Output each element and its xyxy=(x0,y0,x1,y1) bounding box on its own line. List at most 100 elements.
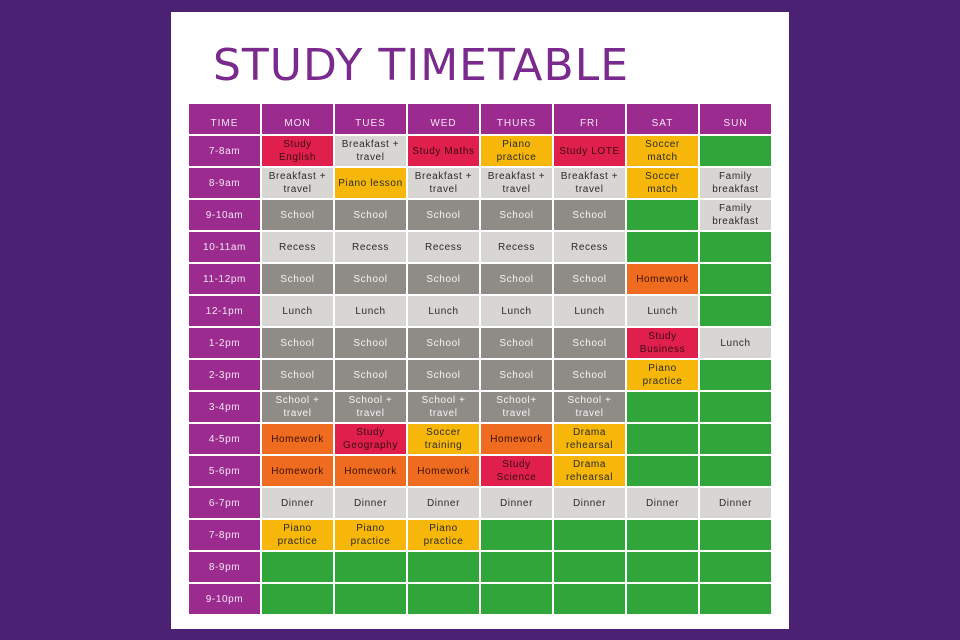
timetable-cell: School xyxy=(262,328,333,358)
timetable-cell: Drama rehearsal xyxy=(554,424,625,454)
time-slot: 8-9pm xyxy=(189,552,260,582)
timetable-cell: Homework xyxy=(408,456,479,486)
timetable-cell: Piano practice xyxy=(262,520,333,550)
timetable-cell: School + travel xyxy=(408,392,479,422)
timetable-cell xyxy=(627,392,698,422)
timetable-cell: Homework xyxy=(481,424,552,454)
timetable-cell: School + travel xyxy=(262,392,333,422)
timetable-cell: School xyxy=(408,360,479,390)
timetable-cell: Recess xyxy=(335,232,406,262)
timetable-cell: Study Business xyxy=(627,328,698,358)
timetable-cell xyxy=(408,552,479,582)
timetable-cell xyxy=(335,552,406,582)
timetable-cell xyxy=(554,584,625,614)
timetable-cell: Dinner xyxy=(408,488,479,518)
timetable-cell: School xyxy=(335,200,406,230)
timetable-cell: School xyxy=(262,360,333,390)
timetable-cell xyxy=(554,520,625,550)
timetable-cell: Dinner xyxy=(554,488,625,518)
timetable-cell: Lunch xyxy=(554,296,625,326)
timetable-cell xyxy=(408,584,479,614)
timetable-cell: Breakfast + travel xyxy=(554,168,625,198)
header-tues: TUES xyxy=(335,104,406,134)
timetable-cell: Recess xyxy=(408,232,479,262)
timetable-cell: Breakfast + travel xyxy=(481,168,552,198)
time-slot: 6-7pm xyxy=(189,488,260,518)
page-title: STUDY TIMETABLE xyxy=(213,40,630,91)
timetable-cell: School xyxy=(554,200,625,230)
timetable-cell xyxy=(262,584,333,614)
time-slot: 1-2pm xyxy=(189,328,260,358)
timetable-cell: Study English xyxy=(262,136,333,166)
time-slot: 3-4pm xyxy=(189,392,260,422)
timetable-cell: Family breakfast xyxy=(700,168,771,198)
timetable-cell: School xyxy=(554,360,625,390)
timetable-cell: Piano practice xyxy=(408,520,479,550)
timetable-cell: Breakfast + travel xyxy=(408,168,479,198)
timetable-cell: Study Science xyxy=(481,456,552,486)
timetable-cell xyxy=(700,392,771,422)
timetable-cell: Homework xyxy=(262,424,333,454)
timetable-cell: Soccer match xyxy=(627,136,698,166)
timetable-cell: Breakfast + travel xyxy=(335,136,406,166)
timetable-cell xyxy=(700,296,771,326)
time-slot: 8-9am xyxy=(189,168,260,198)
time-slot: 2-3pm xyxy=(189,360,260,390)
timetable-cell: School xyxy=(408,328,479,358)
time-slot: 11-12pm xyxy=(189,264,260,294)
timetable-cell: School xyxy=(335,360,406,390)
timetable-cell: Dinner xyxy=(262,488,333,518)
timetable-cell: Piano practice xyxy=(335,520,406,550)
timetable-cell: School xyxy=(481,200,552,230)
timetable-grid: TIME MON TUES WED THURS FRI SAT SUN 7-8am Study E… xyxy=(189,104,771,614)
timetable-cell xyxy=(700,552,771,582)
time-slot: 9-10am xyxy=(189,200,260,230)
time-slot: 7-8am xyxy=(189,136,260,166)
timetable-cell: Homework xyxy=(262,456,333,486)
timetable-cell: Study Maths xyxy=(408,136,479,166)
timetable-cell: Piano practice xyxy=(481,136,552,166)
timetable-cell: School xyxy=(262,264,333,294)
timetable-cell: Soccer training xyxy=(408,424,479,454)
timetable-cell: Dinner xyxy=(481,488,552,518)
timetable-cell: School xyxy=(481,360,552,390)
header-time: TIME xyxy=(189,104,260,134)
timetable-cell: Recess xyxy=(481,232,552,262)
timetable-cell: School xyxy=(335,328,406,358)
timetable-cell xyxy=(700,520,771,550)
timetable-card: STUDY TIMETABLE TIME MON TUES WED THURS FRI SA… xyxy=(171,12,789,629)
header-fri: FRI xyxy=(554,104,625,134)
timetable-cell: School xyxy=(554,264,625,294)
timetable-cell xyxy=(700,264,771,294)
timetable-cell xyxy=(700,424,771,454)
header-sat: SAT xyxy=(627,104,698,134)
timetable-cell xyxy=(700,136,771,166)
time-slot: 4-5pm xyxy=(189,424,260,454)
timetable-cell: Lunch xyxy=(408,296,479,326)
timetable-cell: School xyxy=(262,200,333,230)
header-sun: SUN xyxy=(700,104,771,134)
header-mon: MON xyxy=(262,104,333,134)
timetable-cell: Homework xyxy=(627,264,698,294)
timetable-cell: School xyxy=(481,264,552,294)
timetable-cell xyxy=(700,232,771,262)
time-slot: 5-6pm xyxy=(189,456,260,486)
timetable-cell: Lunch xyxy=(262,296,333,326)
timetable-cell: Study Geography xyxy=(335,424,406,454)
timetable-cell xyxy=(481,552,552,582)
timetable-cell: School + travel xyxy=(335,392,406,422)
timetable-cell: Dinner xyxy=(627,488,698,518)
timetable-cell: Lunch xyxy=(335,296,406,326)
timetable-cell: School xyxy=(408,264,479,294)
header-wed: WED xyxy=(408,104,479,134)
timetable-cell xyxy=(700,584,771,614)
timetable-cell: Lunch xyxy=(627,296,698,326)
timetable-cell xyxy=(554,552,625,582)
timetable-cell xyxy=(627,520,698,550)
timetable-cell xyxy=(700,456,771,486)
timetable-cell xyxy=(335,584,406,614)
timetable-cell: Dinner xyxy=(335,488,406,518)
timetable-cell: Soccer match xyxy=(627,168,698,198)
timetable-cell xyxy=(481,520,552,550)
timetable-cell: Lunch xyxy=(700,328,771,358)
